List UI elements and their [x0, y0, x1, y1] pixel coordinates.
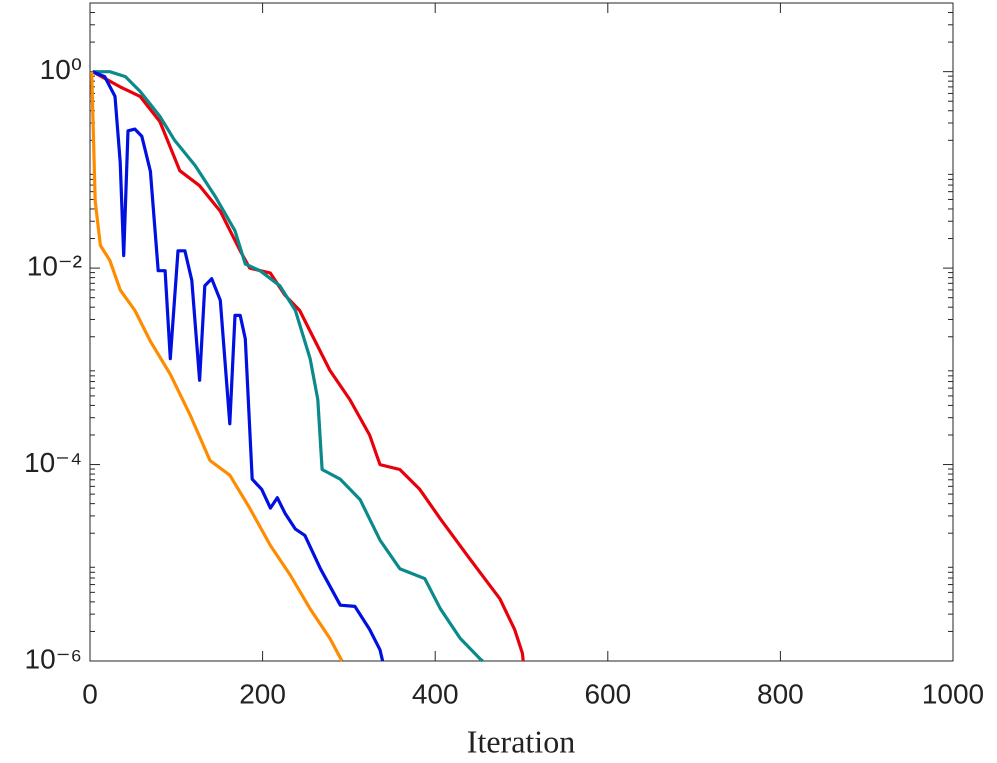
x-tick-label: 1000	[922, 678, 984, 709]
series-line	[92, 70, 484, 663]
y-tick-label: 10⁰	[40, 54, 82, 85]
x-axis-label: Iteration	[467, 723, 575, 759]
x-tick-label: 200	[239, 678, 286, 709]
y-tick-label: 10⁻⁶	[25, 643, 82, 674]
x-tick-label: 800	[757, 678, 804, 709]
series-line	[91, 70, 525, 662]
y-tick-label: 10⁻²	[27, 250, 82, 281]
series-line	[91, 70, 385, 662]
x-tick-label: 0	[82, 678, 98, 709]
x-tick-label: 400	[412, 678, 459, 709]
y-tick-label: 10⁻⁴	[24, 447, 82, 478]
series-line	[90, 71, 344, 662]
plot-frame	[89, 2, 954, 662]
x-tick-label: 600	[584, 678, 631, 709]
